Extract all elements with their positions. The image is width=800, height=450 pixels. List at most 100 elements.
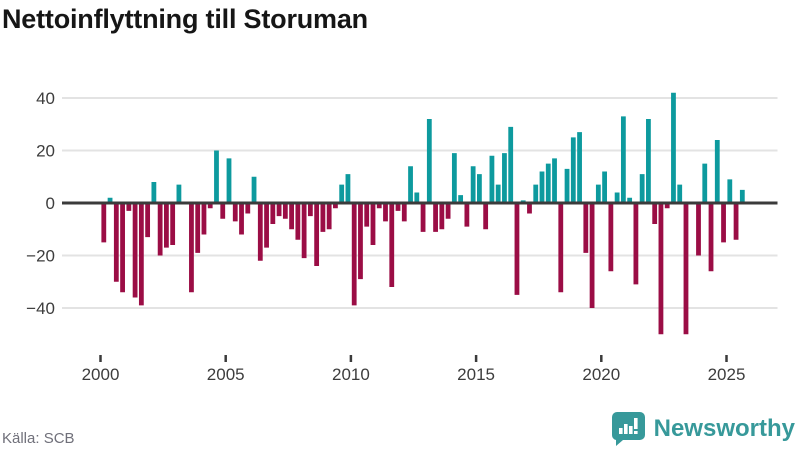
bar-2014q3: [464, 203, 470, 227]
bar-2005q2: [232, 203, 238, 222]
bar-2009q2: [333, 203, 338, 209]
y-axis-tick-label-40: 40: [36, 89, 55, 108]
bar-2025q1: [727, 179, 733, 203]
bar-2000q1: [101, 203, 107, 243]
bar-2003q3: [189, 203, 194, 293]
bar-2018q2: [558, 203, 564, 293]
bar-2018q1: [552, 158, 557, 203]
bar-2024q3: [714, 140, 720, 203]
bar-2022q4: [671, 92, 676, 203]
bar-2004q1: [201, 203, 207, 235]
bar-2004q2: [207, 203, 213, 209]
bar-2007q3: [289, 203, 294, 230]
bar-2010q2: [358, 203, 363, 280]
y-axis-tick-label-20: 20: [36, 142, 55, 161]
bar-2015q1: [477, 174, 482, 203]
bar-2017q2: [533, 184, 539, 203]
bar-2025q3: [739, 189, 745, 203]
bar-2012q4: [420, 203, 426, 232]
bar-2010q4: [370, 203, 376, 245]
bar-2010q3: [364, 203, 370, 227]
bar-2009q4: [345, 174, 351, 203]
x-axis-tick-label-2000: 2000: [82, 365, 120, 384]
bar-2002q1: [151, 182, 157, 203]
bar-2010q1: [351, 203, 357, 306]
bar-2001q1: [126, 203, 132, 211]
y-axis-tick-label--40: −40: [26, 299, 55, 318]
bar-2021q1: [627, 197, 633, 203]
bar-2009q3: [339, 184, 345, 203]
bar-2025q2: [733, 203, 739, 240]
bar-2022q2: [658, 203, 664, 335]
bar-2007q4: [295, 203, 301, 240]
bar-2004q4: [220, 203, 226, 219]
bar-2014q4: [470, 166, 476, 203]
bar-2016q3: [514, 203, 520, 295]
bar-2019q3: [589, 203, 595, 308]
bar-2011q2: [383, 203, 388, 222]
bar-2001q4: [145, 203, 151, 238]
bar-2013q1: [426, 119, 432, 203]
source-caption: Källa: SCB: [2, 430, 75, 447]
bar-2011q4: [395, 203, 401, 211]
bar-2008q1: [301, 203, 307, 259]
bar-2019q1: [577, 132, 582, 203]
x-axis-tick-label-2025: 2025: [708, 365, 746, 384]
bar-2007q2: [282, 203, 288, 219]
bar-2008q3: [314, 203, 320, 266]
bar-2006q1: [251, 176, 257, 203]
bar-2003q4: [195, 203, 201, 253]
bar-2012q1: [401, 203, 407, 222]
bar-2020q4: [620, 116, 626, 203]
bar-2000q4: [120, 203, 125, 293]
bar-2002q4: [170, 203, 176, 245]
bar-2017q3: [539, 171, 545, 203]
bar-2019q4: [595, 184, 601, 203]
bar-2012q2: [408, 166, 413, 203]
bar-2005q4: [245, 203, 251, 214]
bar-2020q1: [602, 171, 607, 203]
bar-2015q2: [483, 203, 489, 230]
x-axis-tick-label-2015: 2015: [457, 365, 495, 384]
x-axis-tick-label-2020: 2020: [582, 365, 620, 384]
bar-2014q2: [458, 195, 464, 203]
bar-2005q3: [239, 203, 244, 235]
bar-2008q4: [320, 203, 326, 232]
bar-2001q3: [138, 203, 144, 306]
bar-2002q2: [157, 203, 163, 256]
chart-title: Nettoinflyttning till Storuman: [2, 4, 368, 34]
bar-2004q3: [214, 150, 219, 203]
bar-2012q3: [414, 192, 420, 203]
bar-2011q3: [389, 203, 395, 287]
bar-2014q1: [451, 153, 457, 203]
bar-2006q4: [270, 203, 276, 224]
bar-2001q2: [132, 203, 138, 298]
bar-2007q1: [276, 203, 282, 217]
bar-2006q2: [257, 203, 263, 261]
newsworthy-logo[interactable]: Newsworthy: [611, 411, 795, 447]
bar-2018q3: [564, 168, 570, 203]
bar-2021q4: [646, 119, 651, 203]
bar-2015q4: [495, 184, 501, 203]
bar-2000q3: [113, 203, 119, 282]
bar-2021q3: [639, 174, 645, 203]
bar-2002q3: [164, 203, 169, 248]
bar-2021q2: [633, 203, 639, 285]
bar-2011q1: [376, 203, 382, 209]
bar-2005q1: [226, 158, 232, 203]
bar-2024q1: [702, 163, 708, 203]
bar-2017q1: [527, 203, 532, 214]
bar-2013q3: [439, 203, 445, 230]
bar-2023q4: [696, 203, 701, 256]
bar-2008q2: [307, 203, 313, 217]
bar-2022q1: [652, 203, 658, 224]
bar-2006q3: [264, 203, 269, 248]
bar-2020q3: [614, 192, 620, 203]
bar-2015q3: [489, 155, 495, 203]
bar-2023q1: [677, 184, 683, 203]
bar-2020q2: [608, 203, 614, 272]
bar-2023q2: [683, 203, 689, 335]
bar-2016q2: [508, 126, 514, 203]
bar-2018q4: [570, 137, 576, 203]
bar-2000q2: [107, 197, 113, 203]
